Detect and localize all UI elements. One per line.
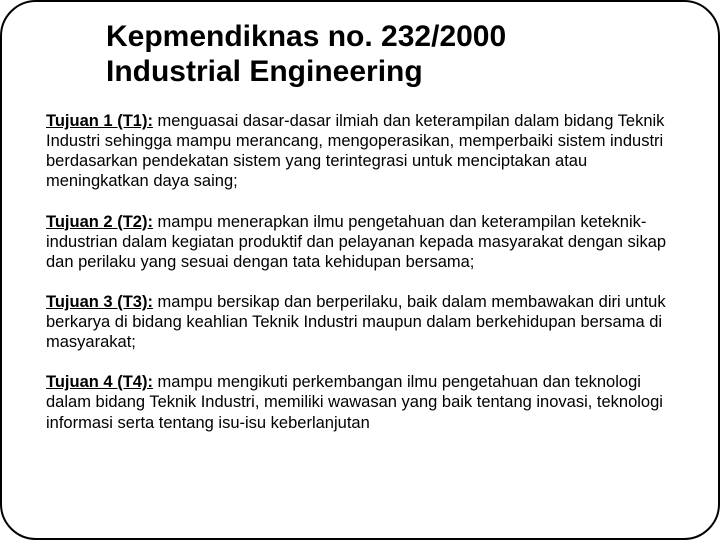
objective-3-label: Tujuan 3 (T3): [46,293,153,311]
slide-title: Kepmendiknas no. 232/2000 Industrial Eng… [106,20,674,89]
objective-2: Tujuan 2 (T2): mampu menerapkan ilmu pen… [46,212,674,272]
objective-4-label: Tujuan 4 (T4): [46,373,153,391]
title-line-2: Industrial Engineering [106,55,423,88]
objective-1-label: Tujuan 1 (T1): [46,112,153,130]
objective-1: Tujuan 1 (T1): menguasai dasar-dasar ilm… [46,111,674,192]
objective-4: Tujuan 4 (T4): mampu mengikuti perkemban… [46,372,674,432]
objective-3: Tujuan 3 (T3): mampu bersikap dan berper… [46,292,674,352]
title-line-1: Kepmendiknas no. 232/2000 [106,20,506,53]
objective-2-label: Tujuan 2 (T2): [46,213,153,231]
slide-frame: Kepmendiknas no. 232/2000 Industrial Eng… [0,0,720,540]
